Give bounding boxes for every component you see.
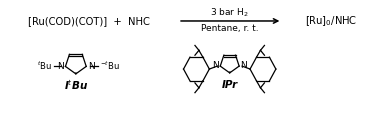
Text: $^{-t}$Bu: $^{-t}$Bu	[100, 59, 120, 72]
Text: ··: ··	[73, 69, 79, 78]
Text: N: N	[57, 62, 64, 71]
Text: IPr: IPr	[222, 80, 238, 90]
Text: N: N	[88, 62, 94, 71]
Text: [Ru]$_0$/NHC: [Ru]$_0$/NHC	[305, 14, 357, 28]
Text: N: N	[240, 61, 247, 70]
Text: 3 bar H$_2$: 3 bar H$_2$	[211, 7, 249, 19]
Text: Pentane, r. t.: Pentane, r. t.	[201, 24, 259, 33]
Text: ··: ··	[227, 68, 232, 77]
Text: $^t$Bu: $^t$Bu	[37, 59, 51, 72]
Text: [Ru(COD)(COT)]  +  NHC: [Ru(COD)(COT)] + NHC	[28, 16, 150, 26]
Text: I$^t$Bu: I$^t$Bu	[64, 78, 88, 92]
Text: N: N	[212, 61, 219, 70]
